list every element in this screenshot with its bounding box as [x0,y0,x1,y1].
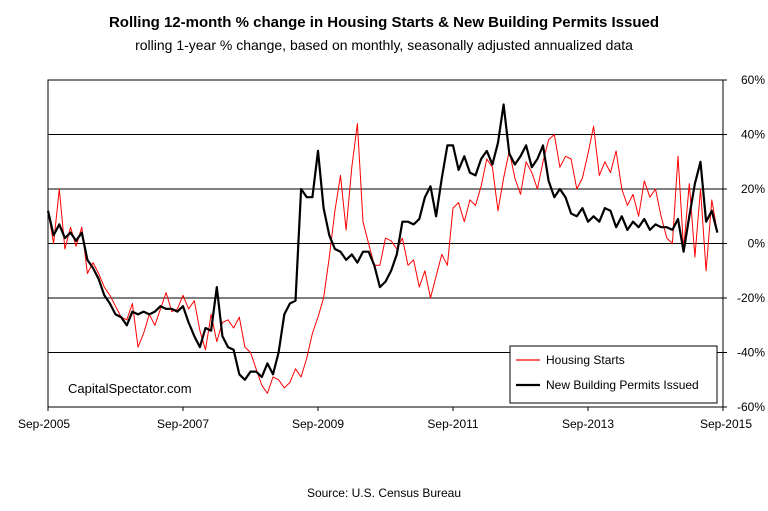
y-tick-label: 60% [741,73,765,87]
y-tick-label: -40% [737,346,765,360]
grid-lines [48,134,723,353]
source-note: Source: U.S. Census Bureau [306,486,462,500]
x-tick-label: Sep-2015 [700,417,752,431]
legend-label-housing-starts: Housing Starts [546,353,625,367]
x-tick-label: Sep-2005 [18,417,70,431]
chart-subtitle: rolling 1-year % change, based on monthl… [135,37,633,53]
legend: Housing Starts New Building Permits Issu… [509,345,718,404]
legend-label-building-permits: New Building Permits Issued [546,378,699,392]
watermark-text: CapitalSpectator.com [68,381,192,396]
y-axis-ticks: 60% 40% 20% 0% -20% -40% -60% [723,73,765,414]
y-tick-label: -60% [737,400,765,414]
x-tick-label: Sep-2011 [427,417,478,431]
x-tick-label: Sep-2007 [157,417,209,431]
y-tick-label: 20% [741,182,765,196]
y-tick-label: -20% [737,291,765,305]
series-line-building-permits [46,103,719,381]
legend-box [509,345,718,404]
y-tick-label: 40% [741,128,765,142]
series-lines [46,103,719,394]
x-tick-label: Sep-2013 [562,417,614,431]
x-axis-ticks: Sep-2005 Sep-2007 Sep-2009 Sep-2011 Sep-2013… [18,407,752,431]
series-line-housing-starts [47,123,718,394]
x-tick-label: Sep-2009 [292,417,344,431]
y-tick-label: 0% [748,237,766,251]
chart-title: Rolling 12-month % change in Housing Sta… [108,14,660,31]
